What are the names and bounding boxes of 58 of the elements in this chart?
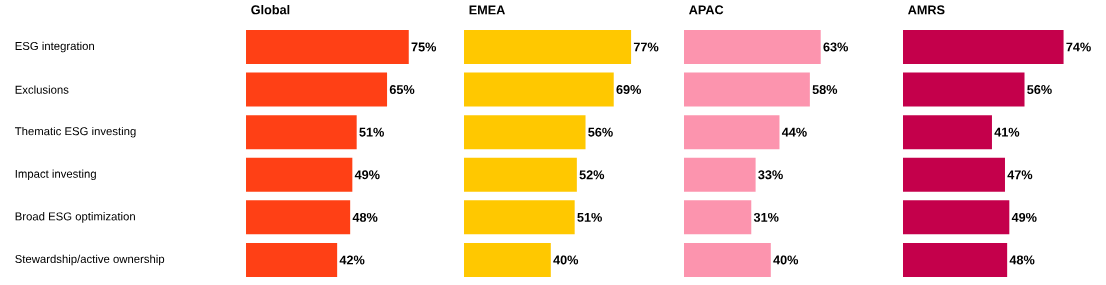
data-label: 58% <box>812 85 838 95</box>
data-label: 77% <box>633 42 659 52</box>
chart-title: Global <box>251 5 290 15</box>
data-label: 56% <box>1027 85 1052 95</box>
data-label: 52% <box>579 170 605 180</box>
bar <box>684 72 810 107</box>
data-label: 48% <box>352 212 378 222</box>
y-tick-label: Thematic ESG investing <box>14 126 136 138</box>
data-label: 48% <box>1009 255 1035 265</box>
bar <box>684 115 780 150</box>
bar <box>246 72 388 107</box>
bar <box>246 29 409 64</box>
data-label: 51% <box>577 212 602 222</box>
bar <box>246 115 357 150</box>
data-label: 33% <box>758 170 783 180</box>
data-label: 51% <box>359 127 384 137</box>
data-label: 42% <box>339 255 365 265</box>
chart-title: AMRS <box>908 5 945 15</box>
bar <box>684 242 771 277</box>
data-label: 69% <box>616 85 642 95</box>
chart-title: EMEA <box>469 5 505 15</box>
bar <box>246 200 351 235</box>
y-tick-label: Broad ESG optimization <box>15 212 135 223</box>
bar <box>464 29 632 64</box>
data-label: 56% <box>588 127 613 137</box>
data-label: 41% <box>994 127 1020 137</box>
y-tick-label: Impact investing <box>15 169 96 181</box>
chart-title: APAC <box>689 5 724 15</box>
data-label: 40% <box>553 255 579 265</box>
bar <box>464 115 586 150</box>
bar <box>903 115 992 150</box>
data-label: 74% <box>1066 42 1091 52</box>
y-tick-label: Exclusions <box>15 85 69 94</box>
bar <box>464 157 577 192</box>
data-label: 47% <box>1007 170 1033 180</box>
bar <box>903 157 1005 192</box>
data-label: 49% <box>1011 212 1037 222</box>
y-tick-label: Stewardship/active ownership <box>15 254 165 266</box>
bar <box>684 157 756 192</box>
bar <box>684 200 752 235</box>
bar <box>464 200 575 235</box>
data-label: 65% <box>389 85 415 95</box>
bar <box>903 29 1064 64</box>
bar <box>246 157 353 192</box>
data-label: 63% <box>823 42 848 52</box>
data-label: 49% <box>354 170 380 180</box>
data-label: 40% <box>773 255 799 265</box>
bar <box>246 242 338 277</box>
data-label: 75% <box>411 42 437 52</box>
y-tick-label: ESG integration <box>15 41 94 53</box>
bar <box>684 29 821 64</box>
bar <box>464 72 614 107</box>
bar <box>903 200 1010 235</box>
bar <box>464 242 551 277</box>
bar <box>903 242 1008 277</box>
data-label: 44% <box>781 127 807 137</box>
data-label: 31% <box>753 212 779 222</box>
bar <box>903 72 1025 107</box>
